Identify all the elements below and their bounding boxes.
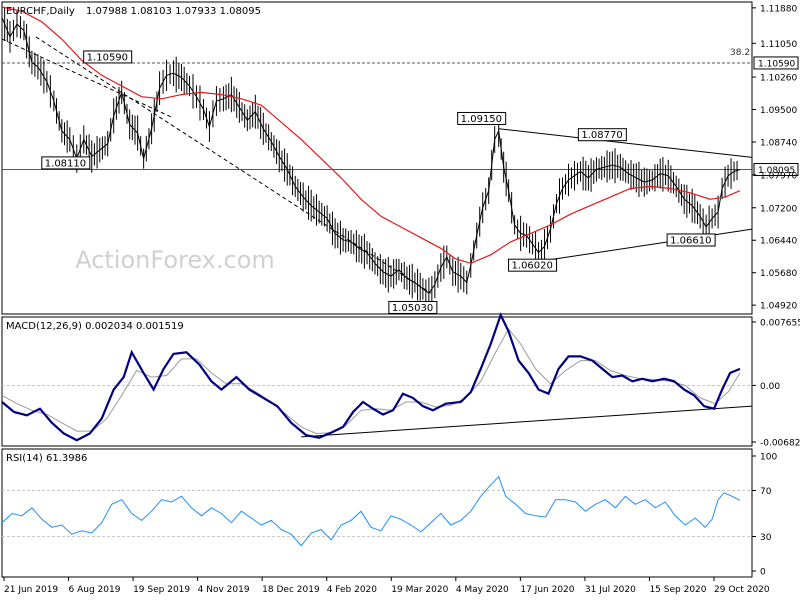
price-level-badge-label: 1.08095 <box>758 166 795 176</box>
macd-y-tick-label: -0.006822 <box>760 439 800 449</box>
rsi-y-tick-label: 0 <box>760 568 766 578</box>
price-trend-lines <box>1 36 753 294</box>
x-tick-label: 19 Mar 2020 <box>391 585 448 595</box>
price-annotation-box <box>41 156 91 170</box>
price-annotation-label: 1.08770 <box>581 130 622 141</box>
price-y-tick-label: 1.07970 <box>760 171 797 181</box>
price-y-tick-label: 1.07200 <box>760 204 797 214</box>
macd-signal-line <box>1 328 741 435</box>
price-annotation-box <box>666 233 716 247</box>
rsi-y-tick-label: 30 <box>760 533 772 543</box>
x-tick-label: 4 Nov 2019 <box>198 585 250 595</box>
price-y-tick-label: 1.08740 <box>760 138 797 148</box>
price-panel-frame <box>1 1 753 315</box>
price-annotation-label: 1.08110 <box>45 158 86 169</box>
price-trend-line <box>540 228 753 262</box>
price-annotation-label: 1.06020 <box>512 261 553 272</box>
price-trend-line <box>1 38 174 119</box>
price-y-tick-label: 1.06440 <box>760 237 797 247</box>
moving-average-line <box>1 6 741 264</box>
macd-panel: 0.007655 0.00 -0.006822 <box>1 312 800 449</box>
price-level-badge <box>753 163 799 177</box>
x-tick-label: 31 Jul 2020 <box>585 585 636 595</box>
macd-y-tick-label: 0.00 <box>760 382 780 392</box>
price-annotation-box <box>457 111 507 125</box>
rsi-panel-frame <box>1 448 753 578</box>
price-y-tick-label: 1.05680 <box>760 269 797 279</box>
x-tick-label: 17 Jun 2020 <box>520 585 574 595</box>
price-annotation-label: 1.09150 <box>461 114 502 125</box>
ohlc-label: 1.07988 1.08103 1.07933 1.08095 <box>86 6 261 17</box>
x-tick-label: 19 Sep 2019 <box>133 585 190 595</box>
symbol-label: EURCHF,Daily <box>6 6 75 17</box>
rsi-line <box>1 475 741 547</box>
macd-panel-frame <box>1 316 753 447</box>
macd-main-line <box>1 312 741 442</box>
price-level-lines: 1.10590 1.08095 38.2 <box>2 48 799 177</box>
price-y-tick-label: 1.09500 <box>760 106 797 116</box>
price-trend-line <box>498 128 753 158</box>
x-axis: 21 Jun 2019 6 Aug 2019 19 Sep 2019 4 Nov 20… <box>3 577 770 595</box>
price-trend-line <box>35 36 432 294</box>
price-annotation-label: 1.10590 <box>87 52 128 63</box>
price-annotation-label: 1.06610 <box>670 235 711 246</box>
watermark: ActionForex.com <box>75 246 275 274</box>
x-tick-label: 15 Sep 2020 <box>649 585 706 595</box>
price-y-tick-label: 1.04920 <box>760 302 797 312</box>
x-tick-label: 18 Dec 2019 <box>262 585 320 595</box>
fib-label: 38.2 <box>730 48 750 58</box>
price-close-line <box>1 17 741 294</box>
price-annotation-label: 1.05030 <box>392 303 433 314</box>
price-y-tick-label: 1.10260 <box>760 74 797 84</box>
price-y-tick-label: 1.11880 <box>760 4 797 14</box>
x-tick-label: 4 Feb 2020 <box>327 585 378 595</box>
price-annotation-box <box>577 128 627 142</box>
rsi-title: RSI(14) 61.3986 <box>6 453 87 464</box>
price-y-tick-label: 1.11050 <box>760 40 797 50</box>
price-series <box>1 4 741 309</box>
macd-title: MACD(12,26,9) 0.002034 0.001519 <box>6 321 184 332</box>
macd-y-tick-label: 0.007655 <box>760 318 800 328</box>
price-annotations: 1.10590 1.08110 1.09150 1.08770 1.06020 1.066… <box>41 50 716 314</box>
x-tick-label: 21 Jun 2019 <box>4 585 58 595</box>
price-annotation-box <box>388 300 438 314</box>
price-annotation-box <box>83 50 133 64</box>
price-y-axis: 1.11880 1.11050 1.10260 1.09500 1.08740 1.079… <box>752 4 797 312</box>
price-level-badge-label: 1.10590 <box>758 59 795 69</box>
macd-trend-line <box>301 405 753 438</box>
x-tick-label: 29 Oct 2020 <box>714 585 770 595</box>
rsi-y-tick-label: 70 <box>760 487 772 497</box>
rsi-panel: 100 70 30 0 <box>1 453 777 578</box>
x-tick-label: 4 May 2020 <box>456 585 509 595</box>
x-tick-label: 6 Aug 2019 <box>69 585 121 595</box>
price-annotation-box <box>508 258 558 272</box>
price-level-badge <box>753 56 799 70</box>
rsi-y-tick-label: 100 <box>760 453 777 463</box>
